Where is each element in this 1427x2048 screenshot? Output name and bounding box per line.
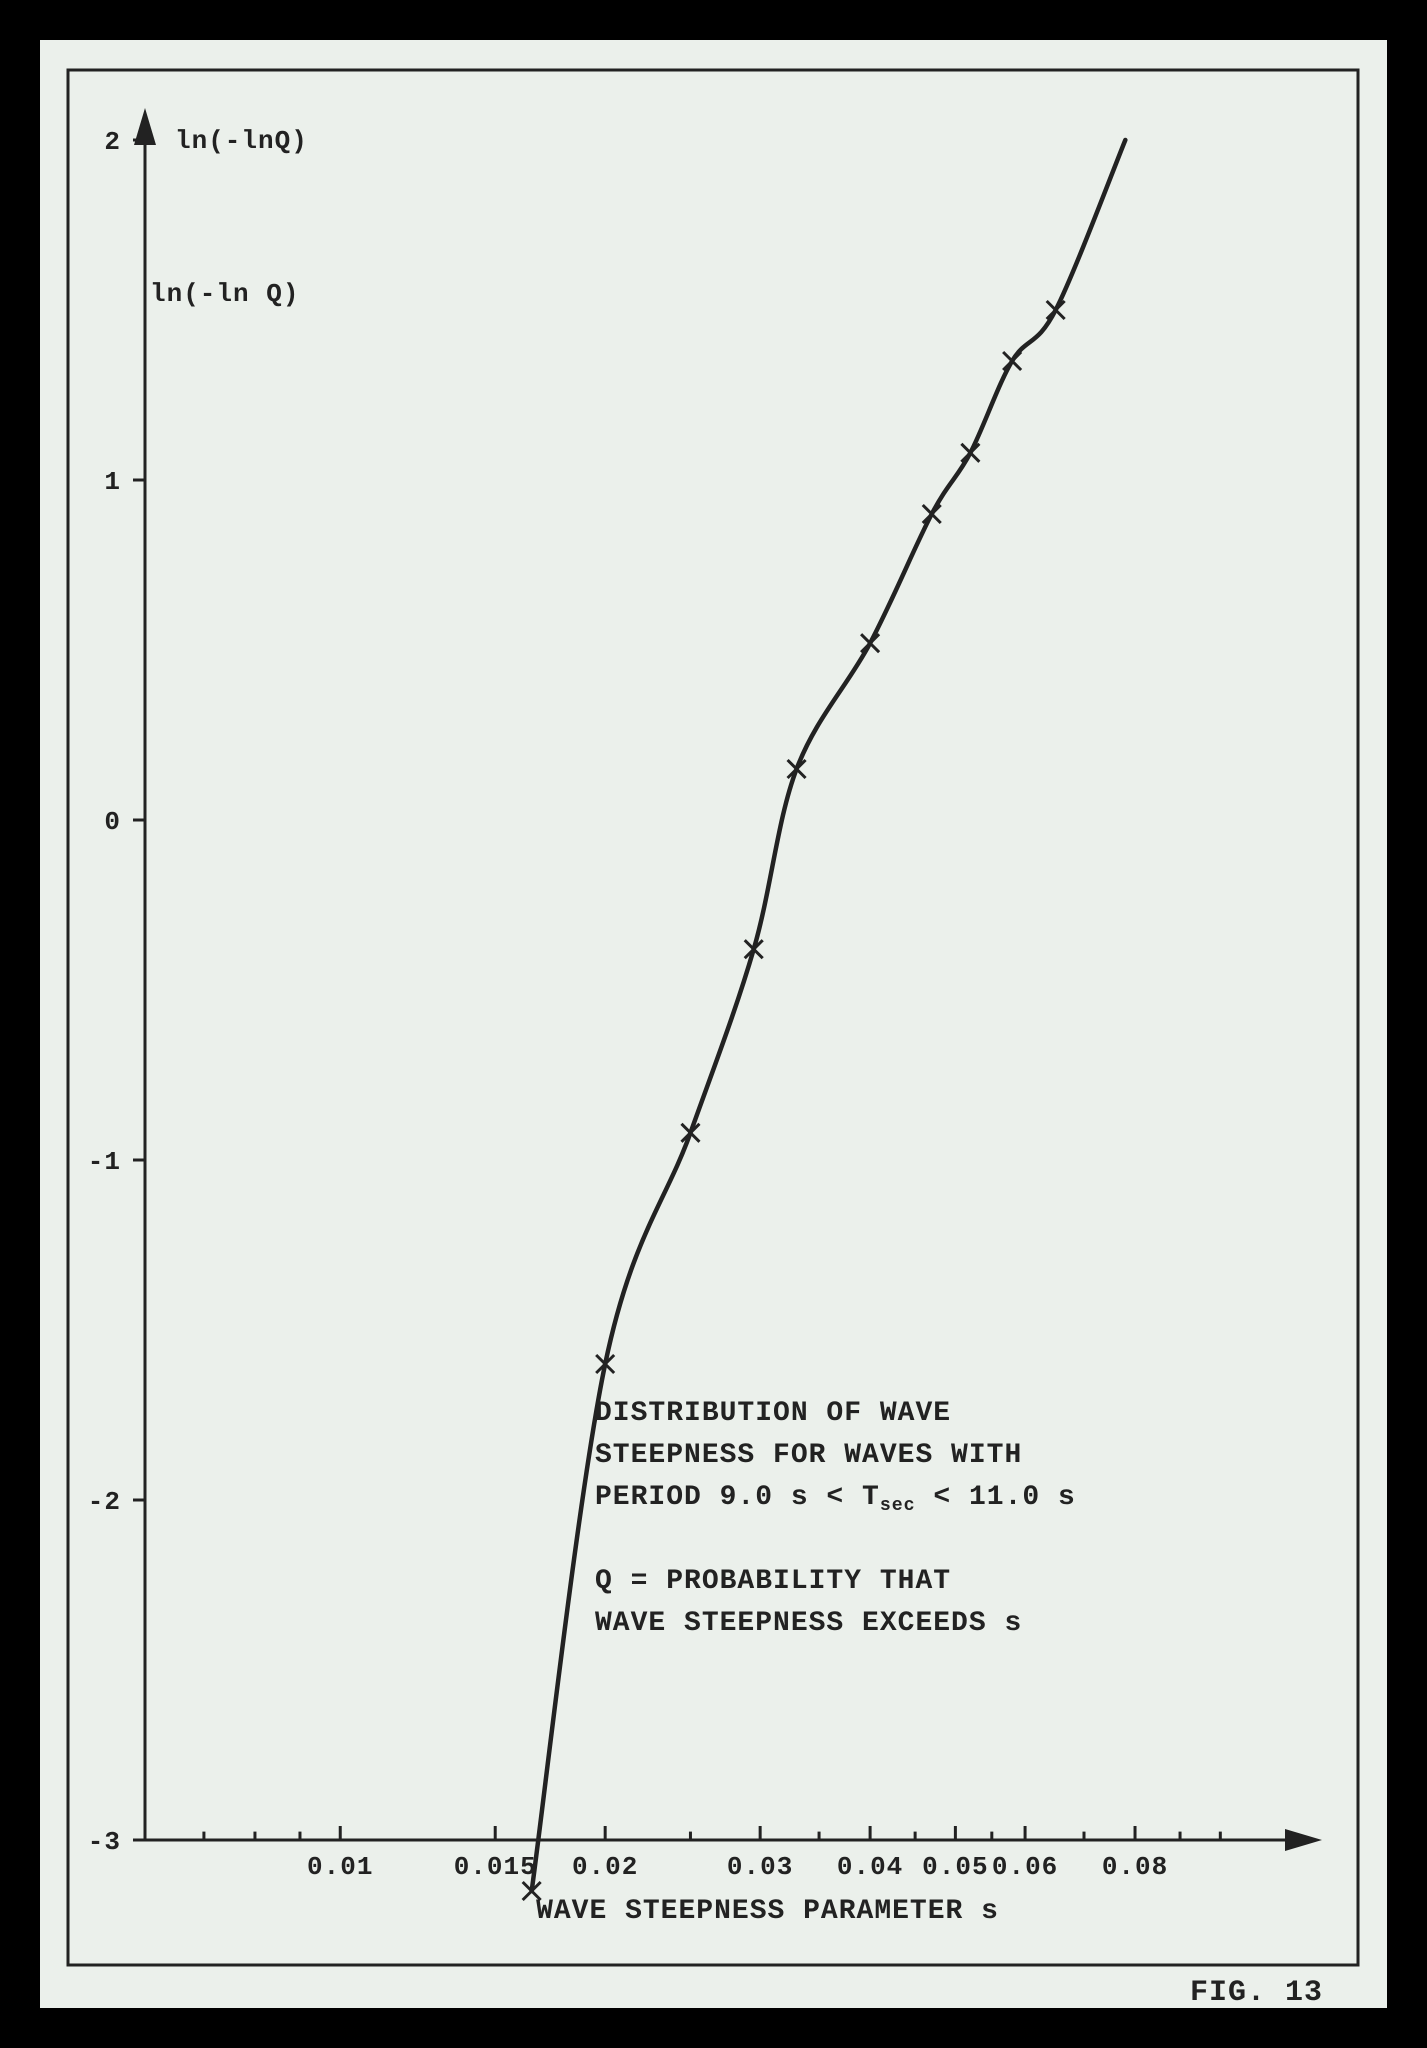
data-marker (961, 444, 979, 462)
y-axis-expr-1: ln(-lnQ) (175, 126, 308, 156)
x-axis-label: WAVE STEEPNESS PARAMETER s (536, 1896, 999, 1927)
y-tick-label: 2 (104, 127, 121, 157)
y-tick-label: -3 (88, 1827, 121, 1857)
chart-svg: -3 -2 -1 0 1 2 0.01 0.015 0.02 0.03 0.04 0.050.06 0.… (40, 40, 1387, 2008)
data-marker (923, 505, 941, 523)
x-tick-label: 0.08 (1102, 1852, 1168, 1882)
x-tick-label: 0.04 (837, 1852, 903, 1882)
x-tick-label: 0.03 (727, 1852, 793, 1882)
y-tick-label: 1 (104, 467, 121, 497)
y-tick-label: -2 (88, 1487, 121, 1517)
data-marker (861, 634, 879, 652)
figure-label: FIG. 13 (1190, 1976, 1323, 2010)
annotation-line: Q = PROBABILITY THAT (595, 1566, 951, 1597)
annotation-line: WAVE STEEPNESS EXCEEDS s (595, 1608, 1022, 1639)
x-tick-label: 0.06 (992, 1852, 1058, 1882)
data-marker (1047, 301, 1065, 319)
y-axis-expr-2: ln(-ln Q) (150, 279, 299, 309)
x-tick-label: 0.02 (572, 1852, 638, 1882)
x-tick-label: 0.01 (307, 1852, 373, 1882)
annotation-line: DISTRIBUTION OF WAVE (595, 1398, 951, 1429)
y-tick-label: 0 (104, 807, 121, 837)
annotation-line: STEEPNESS FOR WAVES WITH (595, 1440, 1022, 1471)
page-sheet: -3 -2 -1 0 1 2 0.01 0.015 0.02 0.03 0.04 0.050.06 0.… (40, 40, 1387, 2008)
y-tick-label: -1 (88, 1147, 121, 1177)
x-tick-label: 0.015 (454, 1852, 537, 1882)
data-marker (1003, 352, 1021, 370)
annotation-line: PERIOD 9.0 s < Tsec < 11.0 s (595, 1482, 1076, 1516)
annotation-block: DISTRIBUTION OF WAVE STEEPNESS FOR WAVES … (595, 1398, 1076, 1639)
x-tick-label: 0.05 (922, 1852, 988, 1882)
inner-border (68, 70, 1358, 1965)
labels: ln(-lnQ) ln(-ln Q) (150, 126, 308, 309)
axes: -3 -2 -1 0 1 2 0.01 0.015 0.02 0.03 0.04 0.050.06 0.… (88, 108, 1322, 1927)
